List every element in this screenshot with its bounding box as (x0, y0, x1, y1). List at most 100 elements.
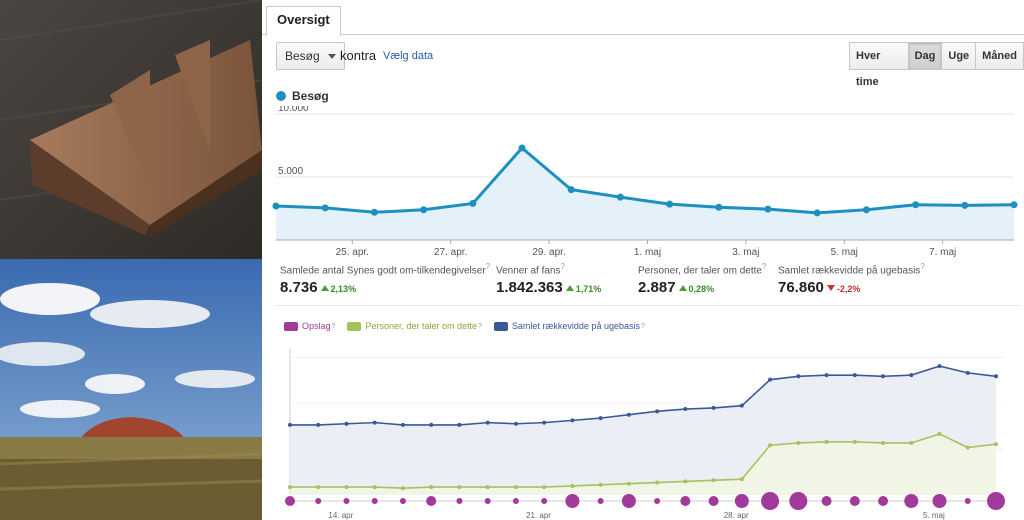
help-icon[interactable]: ? (331, 322, 336, 330)
range-week-button[interactable]: Uge (941, 42, 977, 70)
data-point (469, 199, 477, 207)
range-month-button[interactable]: Måned (975, 42, 1024, 70)
talking-point (344, 485, 349, 490)
arrow-up-icon (678, 285, 687, 292)
photo-column (0, 0, 262, 520)
data-point (862, 206, 870, 214)
talking-point (739, 477, 744, 482)
data-point (321, 204, 329, 212)
talking-point (485, 485, 490, 490)
insights-panel: Oversigt Besøg kontra Vælg data Hver tim… (262, 0, 1024, 520)
stat-change: -2,2% (836, 284, 861, 295)
reach-point (542, 420, 547, 425)
x-tick-label: 29. apr. (532, 247, 565, 258)
x-tick-label: 5. maj (831, 247, 858, 258)
reach-point (372, 420, 377, 425)
help-icon[interactable]: ? (485, 262, 491, 271)
reach-point (344, 421, 349, 426)
posts-bubble (849, 496, 860, 506)
talking-point (400, 486, 405, 491)
posts-bubble (904, 494, 919, 508)
data-point (764, 205, 772, 213)
reach-point (796, 374, 801, 379)
posts-bubble (878, 496, 889, 506)
reach-point (598, 416, 603, 421)
stat-change: 2,13% (330, 284, 357, 295)
data-point (715, 203, 723, 211)
reach-point (965, 370, 970, 375)
visits-chart: 5.000 10.000 25. apr. 27. apr. 29. apr. 1. ma… (272, 106, 1018, 258)
talking-point (711, 478, 716, 483)
tab-overview[interactable]: Oversigt (266, 6, 341, 36)
range-hourly-button[interactable]: Hver time (849, 42, 909, 88)
data-point (961, 201, 969, 209)
legend-label: Opslag (302, 321, 331, 331)
visits-line (275, 145, 1015, 215)
stat-label: Samlet rækkevidde på ugebasis (778, 265, 921, 277)
reach-point (881, 374, 886, 379)
reach-point (909, 373, 914, 378)
posts-bubble (371, 498, 378, 504)
reach-point (824, 373, 829, 378)
reach-point (739, 403, 744, 408)
stat-friends-of-fans: Venner af fans? 1.842.363 1,71% (496, 262, 601, 296)
stat-label: Samlede antal Synes godt om-tilkendegive… (280, 265, 486, 277)
talking-point (288, 485, 292, 490)
talking-point (881, 440, 886, 445)
posts-bubble (821, 496, 832, 506)
stat-change: 1,71% (575, 284, 602, 295)
legend-swatch (284, 321, 298, 331)
data-point (813, 209, 821, 217)
posts-bubble (597, 498, 604, 504)
posts-bubble (456, 498, 463, 504)
stat-value: 76.860 (778, 279, 824, 297)
x-tick-label: 3. maj (732, 247, 759, 258)
arrow-up-icon (320, 285, 329, 292)
talking-point (372, 485, 377, 490)
compare-label: kontra (340, 48, 377, 63)
posts-bubble (761, 492, 780, 510)
x-tick-label: 21. apr (526, 511, 551, 520)
stat-total-likes: Samlede antal Synes godt om-tilkendegive… (280, 262, 490, 296)
reach-point (485, 420, 490, 425)
stat-change: 0,28% (688, 284, 715, 295)
help-icon[interactable]: ? (478, 322, 482, 330)
talking-point (570, 483, 575, 488)
reach-point (852, 373, 857, 378)
metric-select-label: Besøg (285, 49, 320, 63)
help-icon[interactable]: ? (640, 322, 645, 330)
posts-bubble (654, 498, 661, 504)
legend-item-weekly-reach[interactable]: Samlet rækkevidde på ugebasis? (493, 321, 645, 331)
reach-point (513, 421, 518, 426)
multi-series-legend: Opslag? Personer, der taler om dette? Sa… (284, 321, 657, 331)
choose-data-link[interactable]: Vælg data (383, 50, 434, 62)
reach-point (288, 422, 292, 427)
posts-bubble (512, 498, 519, 504)
legend-item-talking-about[interactable]: Personer, der taler om dette? (347, 321, 482, 331)
reach-point (711, 405, 716, 410)
help-icon[interactable]: ? (560, 262, 565, 271)
reach-point (994, 374, 998, 379)
talking-point (429, 485, 434, 490)
data-point (1010, 201, 1018, 209)
posts-bubble (565, 494, 580, 508)
talking-point (598, 482, 603, 487)
visits-area (276, 148, 1014, 240)
reach-point (768, 377, 773, 382)
help-icon[interactable]: ? (761, 262, 767, 271)
help-icon[interactable]: ? (920, 262, 925, 271)
legend-label: Samlet rækkevidde på ugebasis (511, 321, 640, 331)
x-tick-label: 1. maj (634, 247, 661, 258)
posts-bubble (987, 492, 1005, 510)
legend-item-posts[interactable]: Opslag? (284, 321, 335, 331)
photo-uluru-landscape (0, 259, 262, 520)
range-day-button[interactable]: Dag (907, 42, 943, 70)
metric-select[interactable]: Besøg (276, 42, 345, 70)
arrow-up-icon (565, 285, 574, 292)
data-point (518, 144, 526, 152)
posts-bubble (964, 498, 971, 504)
talking-point (937, 431, 942, 436)
posts-bubble (789, 492, 808, 510)
posts-bubble (484, 498, 491, 504)
legend-swatch (347, 321, 362, 331)
